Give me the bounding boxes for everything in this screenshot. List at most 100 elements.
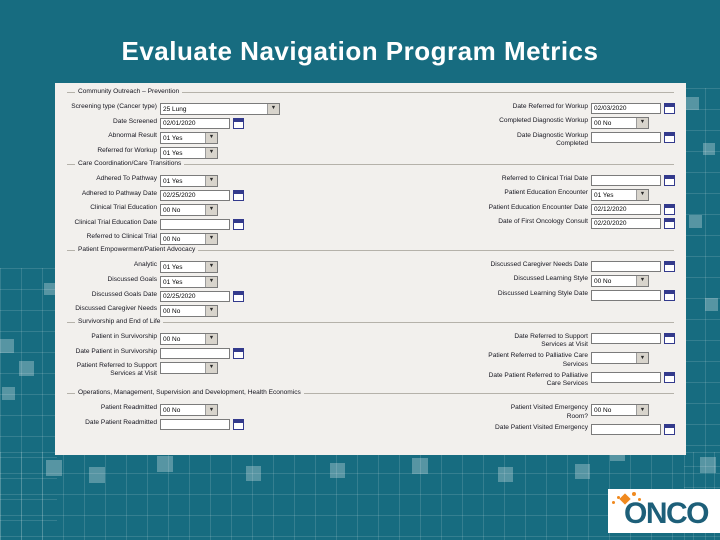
dropdown-abnormal-result[interactable]: 01 Yes ▼	[160, 132, 218, 144]
calendar-icon[interactable]	[233, 291, 244, 302]
chevron-down-icon[interactable]: ▼	[205, 306, 217, 316]
input-date-screened[interactable]	[160, 118, 230, 129]
field-label: Referred to Clinical Trial Date	[501, 175, 588, 182]
chevron-down-icon[interactable]: ▼	[205, 363, 217, 373]
form-row: Patient Education Encounter 01 Yes ▼	[370, 189, 676, 201]
input-date-patient-readmitted[interactable]	[160, 419, 230, 431]
decor-square	[700, 457, 716, 473]
chevron-down-icon[interactable]: ▼	[205, 205, 217, 215]
input-clinical-trial-education-date[interactable]	[160, 219, 230, 230]
field-label: Patient Education Encounter Date	[488, 204, 588, 211]
calendar-icon[interactable]	[233, 118, 244, 129]
dropdown-screening-type-cancer-type[interactable]: 25 Lung ▼	[160, 103, 280, 115]
calendar-icon[interactable]	[664, 333, 675, 344]
calendar-icon[interactable]	[664, 132, 675, 143]
input-date-patient-in-survivorship[interactable]	[160, 348, 230, 359]
form-row: Referred to Clinical Trial Date	[370, 175, 676, 186]
dropdown-value: 01 Yes	[163, 263, 183, 271]
chevron-down-icon[interactable]: ▼	[636, 190, 648, 200]
dropdown-patient-in-survivorship[interactable]: 00 No ▼	[160, 333, 218, 345]
calendar-icon[interactable]	[233, 219, 244, 230]
dropdown-referred-to-clinical-trial[interactable]: 00 No ▼	[160, 233, 218, 245]
dropdown-patient-readmitted[interactable]: 00 No ▼	[160, 404, 218, 417]
input-date-patient-referred-to-palliative-care-services[interactable]	[591, 371, 661, 383]
decor-square	[498, 467, 513, 482]
dropdown-patient-education-encounter[interactable]: 01 Yes ▼	[591, 189, 649, 201]
chevron-down-icon[interactable]: ▼	[205, 405, 217, 416]
chevron-down-icon[interactable]: ▼	[205, 277, 217, 287]
calendar-icon[interactable]	[664, 103, 675, 114]
dropdown-patient-referred-to-support-services-at-visit[interactable]: ▼	[160, 362, 218, 374]
input-date-referred-for-workup[interactable]	[591, 103, 661, 114]
calendar-icon[interactable]	[664, 261, 675, 272]
chevron-down-icon[interactable]: ▼	[205, 176, 217, 186]
input-patient-education-encounter-date[interactable]	[591, 204, 661, 215]
field-label: Patient Referred to Support Services at …	[76, 362, 157, 378]
form-row: Date Patient Visited Emergency	[370, 423, 676, 435]
form-row: Date of First Oncology Consult	[370, 218, 676, 229]
dropdown-discussed-learning-style[interactable]: 00 No ▼	[591, 275, 649, 287]
chevron-down-icon[interactable]: ▼	[267, 104, 279, 114]
input-discussed-caregiver-needs-date[interactable]	[591, 261, 661, 272]
decor-square	[689, 215, 702, 228]
chevron-down-icon[interactable]: ▼	[205, 133, 217, 143]
field-label: Adhered To Pathway	[96, 175, 157, 182]
dropdown-patient-referred-to-palliative-care-services[interactable]: ▼	[591, 352, 649, 365]
chevron-down-icon[interactable]: ▼	[205, 262, 217, 272]
field-label: Abnormal Result	[108, 132, 157, 139]
chevron-down-icon[interactable]: ▼	[636, 276, 648, 286]
section-divider: Patient Empowerment/Patient Advocacy	[67, 246, 674, 257]
chevron-down-icon[interactable]: ▼	[205, 148, 217, 158]
field-label: Patient Referred to Palliative Care Serv…	[488, 352, 588, 368]
input-discussed-learning-style-date[interactable]	[591, 290, 661, 301]
chevron-down-icon[interactable]: ▼	[636, 405, 648, 416]
input-date-of-first-oncology-consult[interactable]	[591, 218, 661, 229]
calendar-icon[interactable]	[233, 190, 244, 201]
form-column-right: Discussed Caregiver Needs Date Discussed …	[370, 261, 676, 320]
dropdown-value: 01 Yes	[163, 149, 183, 157]
form-row: Date Patient Readmitted	[65, 419, 370, 431]
form-row: Discussed Caregiver Needs 00 No ▼	[65, 305, 370, 317]
input-discussed-goals-date[interactable]	[160, 291, 230, 302]
dropdown-discussed-caregiver-needs[interactable]: 00 No ▼	[160, 305, 218, 317]
dropdown-completed-diagnostic-workup[interactable]: 00 No ▼	[591, 117, 649, 129]
field-label: Date Referred to Support Services at Vis…	[514, 333, 588, 349]
input-adhered-to-pathway-date[interactable]	[160, 190, 230, 201]
chevron-down-icon[interactable]: ▼	[205, 334, 217, 344]
calendar-icon[interactable]	[664, 371, 675, 383]
form-row: Referred to Clinical Trial 00 No ▼	[65, 233, 370, 245]
calendar-icon[interactable]	[664, 290, 675, 301]
chevron-down-icon[interactable]: ▼	[636, 353, 648, 364]
field-label: Analytic	[133, 261, 157, 268]
calendar-icon[interactable]	[664, 175, 675, 186]
chevron-down-icon[interactable]: ▼	[636, 118, 648, 128]
input-date-patient-visited-emergency[interactable]	[591, 423, 661, 435]
form-column-right: Patient Visited Emergency Room? 00 No ▼ Dat…	[370, 404, 676, 437]
decor-square	[0, 339, 14, 353]
dropdown-discussed-goals[interactable]: 01 Yes ▼	[160, 276, 218, 288]
form-row: Patient Referred to Palliative Care Serv…	[370, 352, 676, 368]
chevron-down-icon[interactable]: ▼	[205, 234, 217, 244]
field-label: Discussed Caregiver Needs	[75, 305, 157, 312]
calendar-icon[interactable]	[664, 204, 675, 215]
input-referred-to-clinical-trial-date[interactable]	[591, 175, 661, 186]
calendar-icon[interactable]	[233, 419, 244, 431]
field-label: Patient Visited Emergency Room?	[510, 404, 588, 420]
form-row: Patient Education Encounter Date	[370, 204, 676, 215]
calendar-icon[interactable]	[664, 423, 675, 435]
dropdown-analytic[interactable]: 01 Yes ▼	[160, 261, 218, 273]
calendar-icon[interactable]	[233, 348, 244, 359]
field-label: Discussed Learning Style Date	[497, 290, 588, 297]
dropdown-adhered-to-pathway[interactable]: 01 Yes ▼	[160, 175, 218, 187]
input-date-diagnostic-workup-completed[interactable]	[591, 132, 661, 143]
section-divider: Community Outreach – Prevention	[67, 88, 674, 99]
dropdown-patient-visited-emergency-room[interactable]: 00 No ▼	[591, 404, 649, 417]
form-column-left: Analytic 01 Yes ▼ Discussed Goals 01 Yes ▼ Dis…	[65, 261, 370, 320]
dropdown-value: 01 Yes	[163, 177, 183, 185]
calendar-icon[interactable]	[664, 218, 675, 229]
input-date-referred-to-support-services-at-visit[interactable]	[591, 333, 661, 344]
decor-square	[686, 97, 699, 110]
form-row: Date Referred to Support Services at Vis…	[370, 333, 676, 349]
dropdown-clinical-trial-education[interactable]: 00 No ▼	[160, 204, 218, 216]
dropdown-referred-for-workup[interactable]: 01 Yes ▼	[160, 147, 218, 159]
